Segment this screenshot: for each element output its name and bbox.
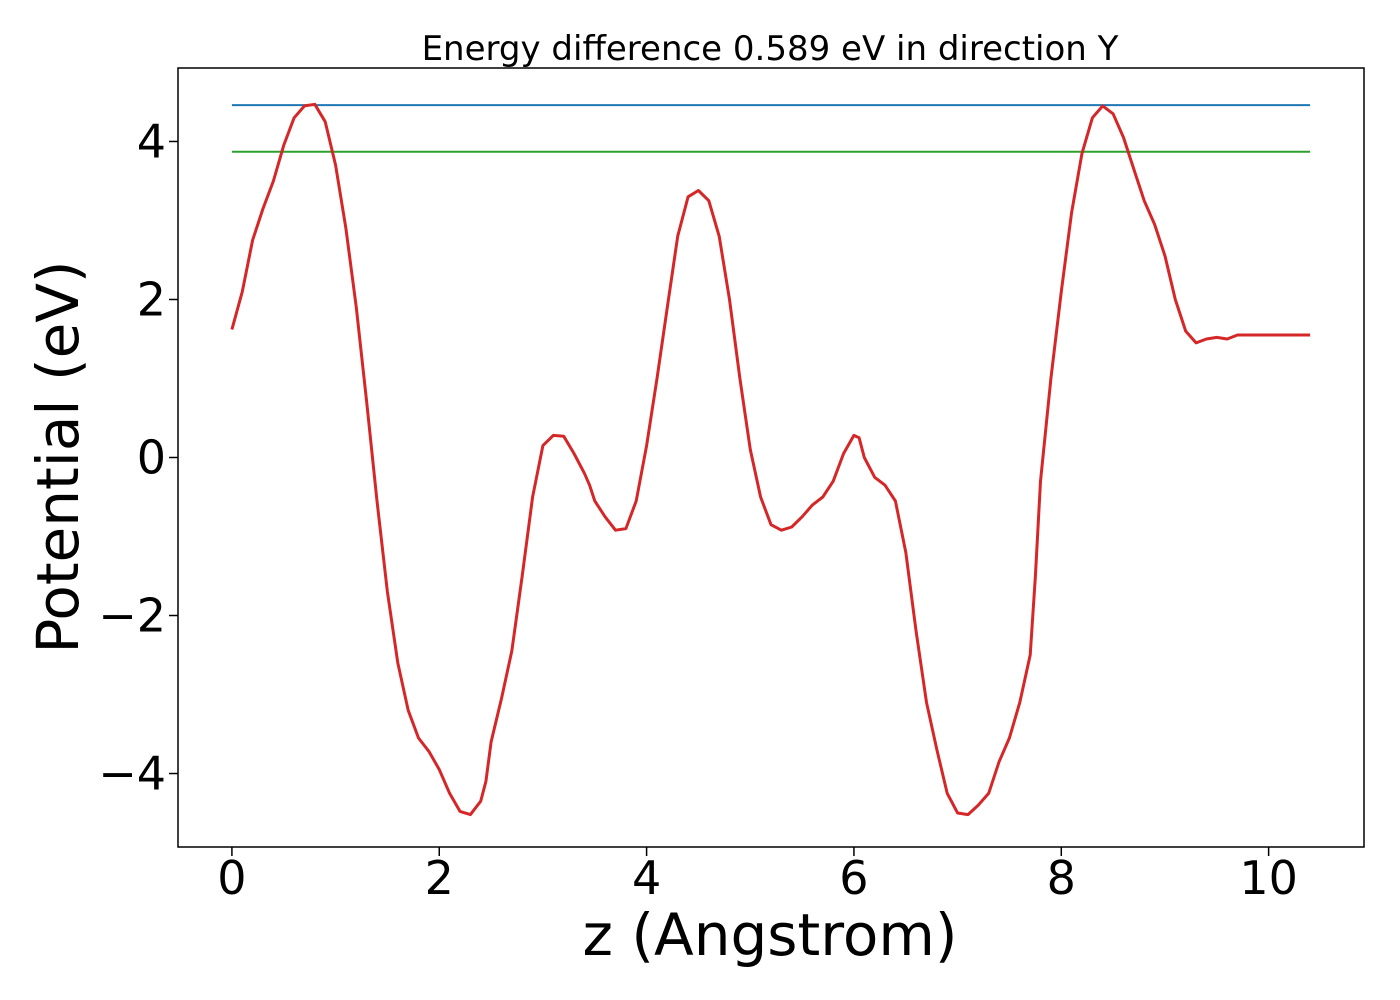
x-axis-ticks: 0 2 4 6 8 10 bbox=[217, 847, 1298, 905]
y-tick-label: 2 bbox=[137, 272, 166, 326]
y-axis-ticks: −4 −2 0 2 4 bbox=[98, 114, 178, 801]
x-tick-label: 6 bbox=[839, 851, 868, 905]
x-tick-label: 8 bbox=[1047, 851, 1076, 905]
x-axis-label: z (Angstrom) bbox=[583, 901, 958, 969]
x-tick-label: 4 bbox=[632, 851, 661, 905]
y-tick-label: 0 bbox=[137, 431, 166, 485]
y-axis-label: Potential (eV) bbox=[24, 260, 92, 653]
plot-area bbox=[230, 102, 1311, 817]
x-tick-label: 2 bbox=[425, 851, 454, 905]
potential-curve bbox=[230, 102, 1311, 817]
x-tick-label: 10 bbox=[1239, 851, 1298, 905]
chart-title: Energy difference 0.589 eV in direction … bbox=[422, 29, 1119, 69]
axes-frame bbox=[177, 67, 1365, 848]
x-tick-label: 0 bbox=[217, 851, 246, 905]
y-tick-label: 4 bbox=[137, 114, 166, 168]
y-tick-label: −4 bbox=[98, 747, 166, 801]
y-tick-label: −2 bbox=[98, 589, 166, 643]
